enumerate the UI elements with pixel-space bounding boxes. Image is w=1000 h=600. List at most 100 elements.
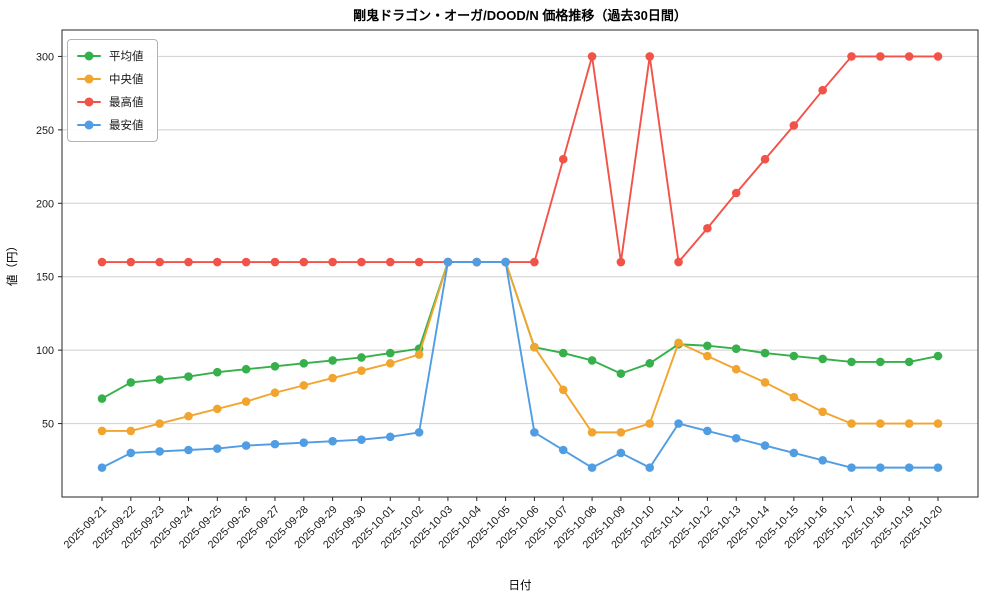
y-tick-label: 150 (36, 272, 54, 284)
chart-plot-area: 501001502002503002025-09-212025-09-22202… (36, 29, 979, 551)
legend-item-max: 最高値 (77, 94, 144, 110)
data-point-median (904, 419, 914, 428)
data-point-min (818, 455, 827, 465)
data-point-median (530, 342, 539, 352)
data-point-average (270, 361, 280, 371)
data-point-min (876, 463, 885, 472)
data-point-max (645, 52, 655, 61)
data-point-average (97, 394, 107, 403)
data-point-average (155, 375, 164, 384)
data-point-max (385, 257, 395, 267)
data-point-average (789, 351, 799, 361)
data-point-max (876, 52, 885, 61)
data-point-median (213, 404, 222, 414)
data-point-median (933, 419, 943, 428)
data-point-median (645, 419, 655, 428)
data-point-average (876, 357, 885, 367)
chart-title: 剛鬼ドラゴン・オーガ/DOOD/N 価格推移（過去30日間） (353, 8, 687, 23)
data-point-median (616, 428, 626, 437)
data-point-median (876, 419, 885, 428)
data-point-max (789, 121, 799, 130)
data-point-max (97, 257, 107, 267)
data-point-min (241, 441, 251, 450)
legend-item-median: 中央値 (77, 71, 144, 87)
legend-label-min: 最安値 (109, 120, 144, 132)
data-point-average (328, 356, 337, 365)
data-point-min (760, 441, 770, 450)
legend-item-average: 平均値 (77, 48, 144, 64)
data-point-max (126, 257, 136, 267)
series-line-min (101, 261, 938, 469)
data-point-min (703, 426, 712, 436)
legend-marker-max-icon (77, 97, 101, 107)
data-point-median (760, 378, 770, 387)
data-point-max (674, 257, 683, 267)
data-point-median (357, 366, 366, 376)
legend-marker-average-icon (77, 51, 101, 61)
data-point-min (155, 447, 164, 456)
data-point-min (184, 445, 193, 455)
data-point-min (530, 428, 539, 437)
data-point-max (818, 85, 827, 95)
series-line-median (102, 261, 938, 434)
legend-label-median: 中央値 (109, 74, 144, 86)
data-point-min (443, 257, 453, 267)
data-point-average (645, 359, 655, 368)
data-point-max (760, 154, 770, 164)
y-tick-label: 200 (36, 198, 54, 210)
y-tick-label: 50 (42, 419, 54, 431)
data-point-median (385, 359, 395, 368)
data-point-min (933, 463, 943, 472)
data-point-max (587, 52, 597, 61)
data-point-max (213, 257, 222, 267)
data-point-max (241, 257, 251, 267)
y-axis-label: 値（円） (6, 240, 19, 286)
data-point-max (357, 257, 366, 267)
data-point-average (616, 369, 626, 378)
data-point-max (270, 257, 280, 267)
y-tick-label: 300 (36, 51, 54, 63)
data-point-min (126, 448, 136, 458)
legend-marker-min-icon (77, 120, 101, 130)
data-point-max (703, 223, 712, 233)
data-point-median (414, 350, 424, 359)
data-point-min (731, 433, 741, 443)
data-point-min (904, 463, 914, 472)
x-axis-label: 日付 (509, 579, 532, 592)
data-point-average (126, 378, 136, 387)
legend-label-max: 最高値 (109, 97, 144, 109)
data-point-min (789, 448, 799, 458)
data-point-average (731, 344, 741, 353)
y-tick-label: 250 (36, 125, 54, 137)
data-point-median (818, 407, 827, 417)
data-point-min (213, 444, 222, 453)
data-point-average (703, 341, 712, 351)
data-point-min (97, 463, 107, 472)
data-point-min (270, 439, 280, 449)
data-point-median (558, 385, 568, 395)
y-tick-label: 100 (36, 345, 54, 357)
data-point-median (270, 388, 280, 398)
data-point-average (213, 367, 222, 377)
data-point-median (674, 338, 683, 348)
data-point-max (558, 154, 568, 164)
data-point-average (299, 359, 309, 368)
data-point-max (414, 257, 424, 267)
data-point-max (299, 257, 309, 267)
data-point-max (847, 52, 856, 61)
data-point-median (299, 381, 309, 390)
data-point-max (933, 52, 943, 61)
legend-item-min: 最安値 (77, 117, 144, 133)
data-point-min (357, 435, 366, 445)
data-point-average (904, 357, 914, 367)
data-point-average (587, 356, 597, 365)
data-point-max (731, 188, 741, 198)
data-point-median (328, 373, 337, 383)
data-point-average (241, 364, 251, 374)
data-point-min (674, 419, 683, 428)
legend-marker-median-icon (77, 74, 101, 84)
data-point-average (847, 357, 856, 367)
data-point-min (299, 438, 309, 447)
data-point-median (703, 351, 712, 361)
